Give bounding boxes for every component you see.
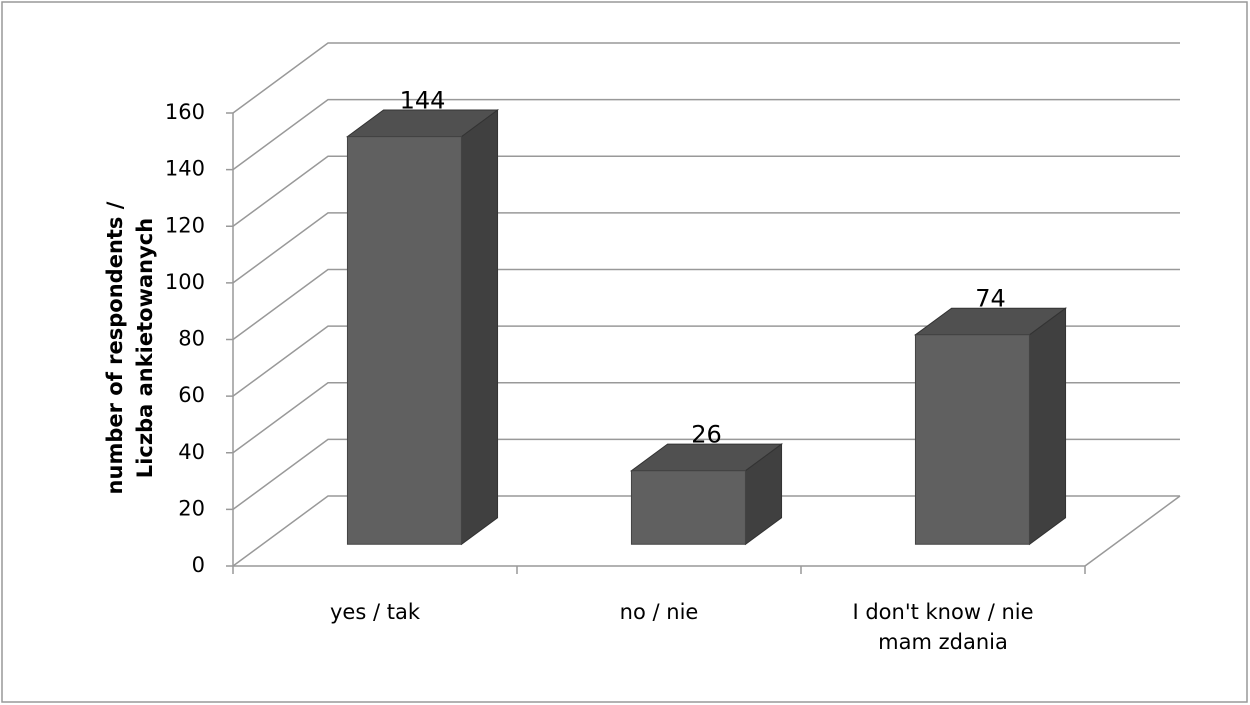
grid-line: [232, 495, 1180, 567]
bar-side: [460, 109, 499, 546]
data-label: 26: [691, 420, 722, 448]
y-tick-label: 0: [192, 553, 205, 577]
x-tick-label: I don't know / nie mam zdania: [852, 600, 1034, 654]
grid-line: [232, 42, 1180, 114]
y-tick-label: 100: [165, 270, 205, 294]
grid-line: [232, 268, 1180, 341]
grid-line: [232, 98, 1180, 171]
grid-line: [232, 325, 1180, 397]
data-label: 74: [975, 284, 1006, 312]
bar: [346, 136, 462, 545]
y-tick-label: 80: [178, 327, 205, 351]
grid-line: [232, 212, 1180, 284]
y-tick-label: 40: [178, 440, 205, 464]
x-tick-label: yes / tak: [330, 600, 420, 624]
data-label: 144: [400, 86, 446, 114]
grid-line: [232, 438, 1180, 510]
y-tick-label: 120: [165, 213, 205, 237]
bar-side: [1028, 307, 1067, 546]
x-tick-label: no / nie: [619, 600, 699, 624]
y-tick-label: 140: [165, 157, 205, 181]
y-axis-label: number of respondents / Liczba ankietowa…: [103, 201, 157, 495]
floor-edge: [1084, 495, 1181, 567]
y-tick-label: 160: [165, 100, 205, 124]
grid-line: [232, 382, 1180, 454]
y-tick-label: 60: [178, 383, 205, 407]
bar: [914, 334, 1030, 545]
grid-line: [232, 155, 1180, 227]
y-tick-label: 20: [178, 496, 205, 520]
bar: [630, 470, 746, 545]
